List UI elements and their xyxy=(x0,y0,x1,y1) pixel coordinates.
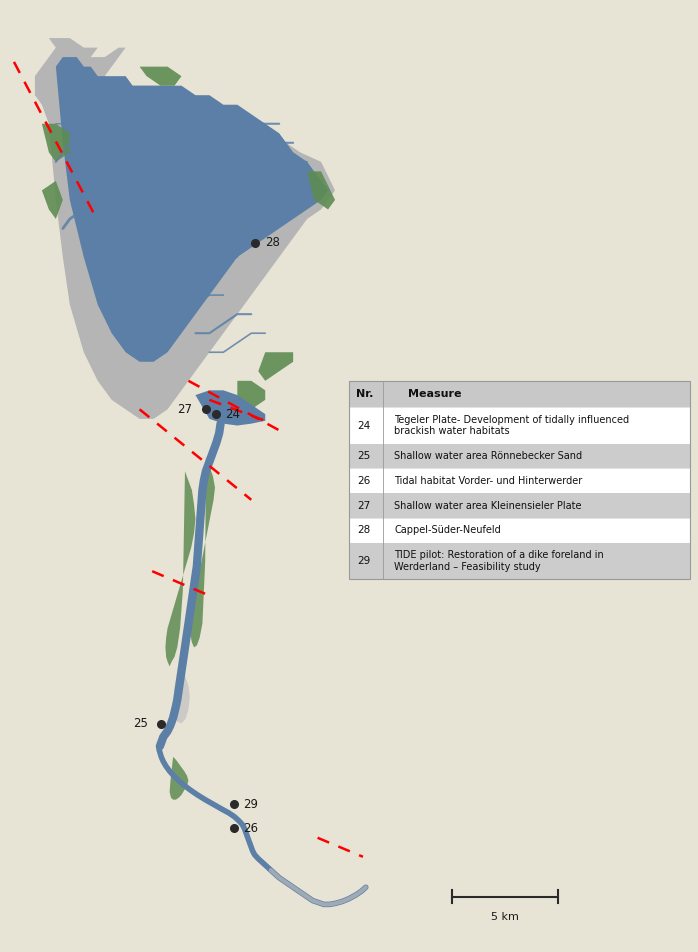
Polygon shape xyxy=(307,171,335,209)
Polygon shape xyxy=(258,352,293,381)
Bar xyxy=(349,407,690,444)
Text: 29: 29 xyxy=(243,798,258,811)
Polygon shape xyxy=(173,666,190,724)
Text: 5 km: 5 km xyxy=(491,912,519,922)
Text: Shallow water area Kleinensieler Plate: Shallow water area Kleinensieler Plate xyxy=(394,501,582,510)
Polygon shape xyxy=(42,124,70,162)
Text: Tidal habitat Vorder- und Hinterwerder: Tidal habitat Vorder- und Hinterwerder xyxy=(394,476,583,486)
Text: Cappel-Süder-Neufeld: Cappel-Süder-Neufeld xyxy=(394,526,501,535)
Bar xyxy=(349,444,690,468)
Text: Nr.: Nr. xyxy=(356,389,373,399)
Polygon shape xyxy=(56,57,328,362)
Polygon shape xyxy=(237,381,265,409)
Bar xyxy=(349,381,690,407)
Bar xyxy=(349,381,690,579)
Polygon shape xyxy=(165,471,195,666)
Polygon shape xyxy=(190,457,215,647)
Text: 24: 24 xyxy=(358,421,371,430)
Text: 28: 28 xyxy=(358,526,371,535)
Polygon shape xyxy=(140,67,181,86)
Bar xyxy=(349,518,690,543)
Polygon shape xyxy=(195,390,265,426)
Text: 27: 27 xyxy=(358,501,371,510)
Text: 28: 28 xyxy=(265,236,280,249)
Bar xyxy=(349,493,690,518)
Text: 26: 26 xyxy=(358,476,371,486)
Text: 25: 25 xyxy=(133,717,148,730)
Text: 27: 27 xyxy=(177,403,192,416)
Text: 25: 25 xyxy=(358,451,371,461)
Text: Measure: Measure xyxy=(408,389,462,399)
Text: 29: 29 xyxy=(358,556,371,565)
Polygon shape xyxy=(42,181,63,219)
Text: Shallow water area Rönnebecker Sand: Shallow water area Rönnebecker Sand xyxy=(394,451,583,461)
Bar xyxy=(349,543,690,579)
Polygon shape xyxy=(170,757,188,800)
Bar xyxy=(349,468,690,493)
Text: Tegeler Plate- Development of tidally influenced
brackish water habitats: Tegeler Plate- Development of tidally in… xyxy=(394,415,630,436)
Text: TIDE pilot: Restoration of a dike foreland in
Werderland – Feasibility study: TIDE pilot: Restoration of a dike forela… xyxy=(394,550,604,571)
Text: 26: 26 xyxy=(243,822,258,835)
Text: 24: 24 xyxy=(225,407,240,421)
Polygon shape xyxy=(35,38,335,419)
